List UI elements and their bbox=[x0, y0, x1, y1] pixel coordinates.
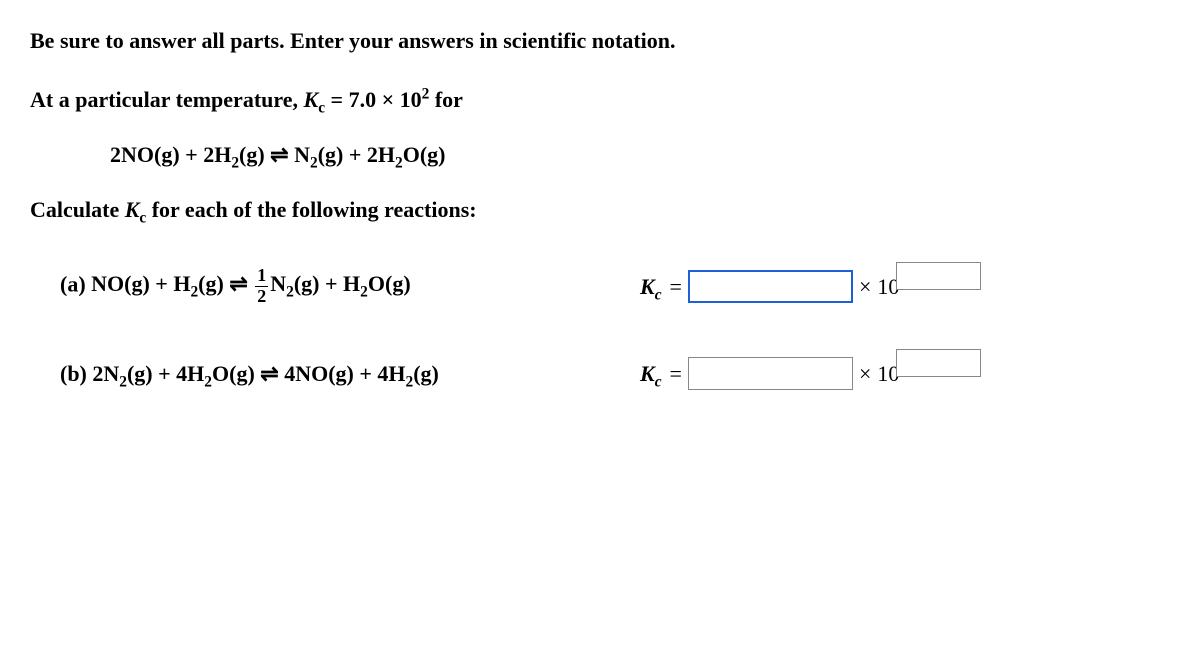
problem-b-label: (b) bbox=[60, 361, 92, 386]
calc-prefix: Calculate bbox=[30, 197, 125, 222]
times-b: × bbox=[859, 357, 871, 390]
problem-b-answer: Kc = × 10 bbox=[640, 357, 981, 390]
problem-b-row: (b) 2N2(g) + 4H2O(g) ⇌ 4NO(g) + 4H2(g) K… bbox=[30, 357, 1170, 390]
coefficient-input-b[interactable] bbox=[688, 357, 853, 390]
coefficient-input-a[interactable] bbox=[688, 270, 853, 303]
equals-b: = bbox=[670, 357, 682, 390]
problem-a-reaction: NO(g) + H2(g) ⇌ 12N2(g) + H2O(g) bbox=[91, 271, 410, 296]
instructions-text: Be sure to answer all parts. Enter your … bbox=[30, 24, 1170, 57]
kc-label-a: Kc bbox=[640, 270, 662, 303]
kc-symbol-2: K bbox=[125, 197, 140, 222]
times-a: × bbox=[859, 270, 871, 303]
equals-a: = bbox=[670, 270, 682, 303]
kc-symbol: K bbox=[304, 87, 319, 112]
problem-a-label: (a) bbox=[60, 271, 91, 296]
problem-a-answer: Kc = × 10 bbox=[640, 270, 981, 303]
main-reaction: 2NO(g) + 2H2(g) ⇌ N2(g) + 2H2O(g) bbox=[30, 138, 1170, 171]
kc-value: = 7.0 × 10 bbox=[325, 87, 422, 112]
problem-b-equation: (b) 2N2(g) + 4H2O(g) ⇌ 4NO(g) + 4H2(g) bbox=[60, 357, 640, 390]
kc-label-b: Kc bbox=[640, 357, 662, 390]
given-suffix: for bbox=[429, 87, 463, 112]
exponent-input-a[interactable] bbox=[896, 262, 981, 290]
exponent-input-b[interactable] bbox=[896, 349, 981, 377]
calculate-instruction: Calculate Kc for each of the following r… bbox=[30, 193, 1170, 226]
problem-a-row: (a) NO(g) + H2(g) ⇌ 12N2(g) + H2O(g) Kc … bbox=[30, 266, 1170, 307]
problem-a-equation: (a) NO(g) + H2(g) ⇌ 12N2(g) + H2O(g) bbox=[60, 266, 640, 307]
given-prefix: At a particular temperature, bbox=[30, 87, 304, 112]
given-info: At a particular temperature, Kc = 7.0 × … bbox=[30, 83, 1170, 116]
calc-suffix: for each of the following reactions: bbox=[146, 197, 476, 222]
problem-b-reaction: 2N2(g) + 4H2O(g) ⇌ 4NO(g) + 4H2(g) bbox=[92, 361, 438, 386]
